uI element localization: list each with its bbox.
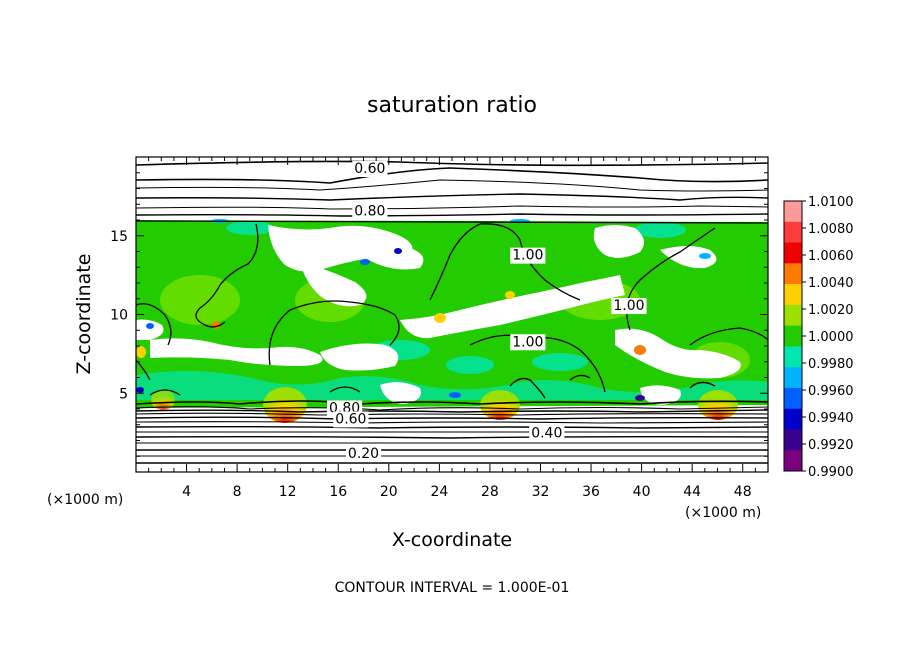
colorbar-level-label: 1.0100: [808, 195, 854, 210]
contour-label-bg: [611, 298, 647, 315]
x-tick-label: 48: [734, 484, 752, 500]
contour-label: 1.00: [512, 334, 543, 350]
plot-area: 0.600.801.001.001.000.800.600.400.20: [136, 157, 768, 472]
colorbar-level-label: 0.9920: [808, 438, 854, 453]
colorbar-swatch: [784, 450, 802, 472]
y-axis-label: Z-coordinate: [73, 254, 95, 375]
x-tick-label: 40: [633, 484, 651, 500]
x-tick-label: 28: [481, 484, 499, 500]
y-axis: 5 10 15: [110, 172, 768, 457]
contour-label: 0.60: [335, 411, 366, 427]
colorbar-level-label: 0.9960: [808, 384, 854, 399]
x-unit-left: (×1000 m): [47, 492, 123, 508]
colorbar-swatch: [784, 201, 802, 223]
x-tick-label: 44: [683, 484, 701, 500]
colorbar-swatch: [784, 387, 802, 410]
colorbar-swatch: [784, 284, 802, 306]
x-tick-label: 12: [279, 484, 297, 500]
x-unit-right: (×1000 m): [685, 505, 761, 521]
x-tick-label: 16: [329, 484, 347, 500]
x-axis-label: X-coordinate: [392, 529, 512, 551]
colorbar-swatch: [784, 408, 802, 430]
colorbar-swatch: [784, 367, 802, 389]
x-tick-label: 36: [582, 484, 600, 500]
contour-interval-footer: CONTOUR INTERVAL = 1.000E-01: [335, 580, 570, 596]
unsaturated-regions: [136, 225, 741, 405]
contour-label: 1.00: [613, 298, 644, 314]
colorbar-level-label: 0.9980: [808, 357, 854, 372]
contour-label-bg: [352, 203, 388, 220]
contour-label: 1.00: [512, 248, 543, 264]
colorbar-swatch: [784, 263, 802, 285]
contour-label: 0.20: [348, 446, 379, 462]
contour-label-bg: [510, 247, 546, 264]
y-tick-label: 10: [110, 308, 128, 324]
x-tick-label: 8: [233, 484, 242, 500]
x-axis: 4 8 12 16 20 24 28 32 36 40 44 48: [148, 157, 756, 500]
contour-label-bg: [333, 411, 369, 428]
colorbar-swatch: [784, 325, 802, 347]
chart-title: saturation ratio: [367, 93, 537, 118]
x-tick-label: 32: [532, 484, 550, 500]
contour-label: 0.60: [354, 161, 385, 177]
colorbar-swatch: [784, 242, 802, 264]
colorbar-swatch: [784, 346, 802, 368]
colorbar-level-label: 1.0020: [808, 303, 854, 318]
colorbar-level-label: 1.0080: [808, 222, 854, 237]
colorbar-swatch: [784, 429, 802, 451]
colorbar-level-label: 1.0000: [808, 330, 854, 345]
colorbar-level-label: 0.9900: [808, 465, 854, 480]
x-tick-label: 4: [182, 484, 191, 500]
supersaturation-spots: [136, 291, 738, 423]
contour-label-bg: [529, 425, 565, 442]
contour-label-bg: [345, 446, 382, 463]
colorbar-level-label: 1.0040: [808, 276, 854, 291]
y-tick-label: 15: [110, 229, 128, 245]
contour-label-bg: [510, 334, 546, 351]
colorbar-swatch: [784, 304, 802, 327]
x-tick-label: 24: [430, 484, 448, 500]
contour-labels: 0.600.801.001.001.000.800.600.400.20: [326, 161, 647, 463]
y-tick-label: 5: [119, 386, 128, 402]
contour-label: 0.40: [531, 426, 562, 442]
contour-label: 0.80: [354, 204, 385, 220]
upper-contours: [136, 160, 768, 217]
colorbar-level-label: 1.0060: [808, 249, 854, 264]
colorbar: 1.0100 1.0080 1.0060 1.0040 1.0020 1.0000 0.99…: [783, 195, 854, 480]
colorbar-level-label: 0.9940: [808, 411, 854, 426]
colorbar-swatch: [784, 221, 802, 244]
contour-label-bg: [352, 161, 388, 178]
x-tick-label: 20: [380, 484, 398, 500]
